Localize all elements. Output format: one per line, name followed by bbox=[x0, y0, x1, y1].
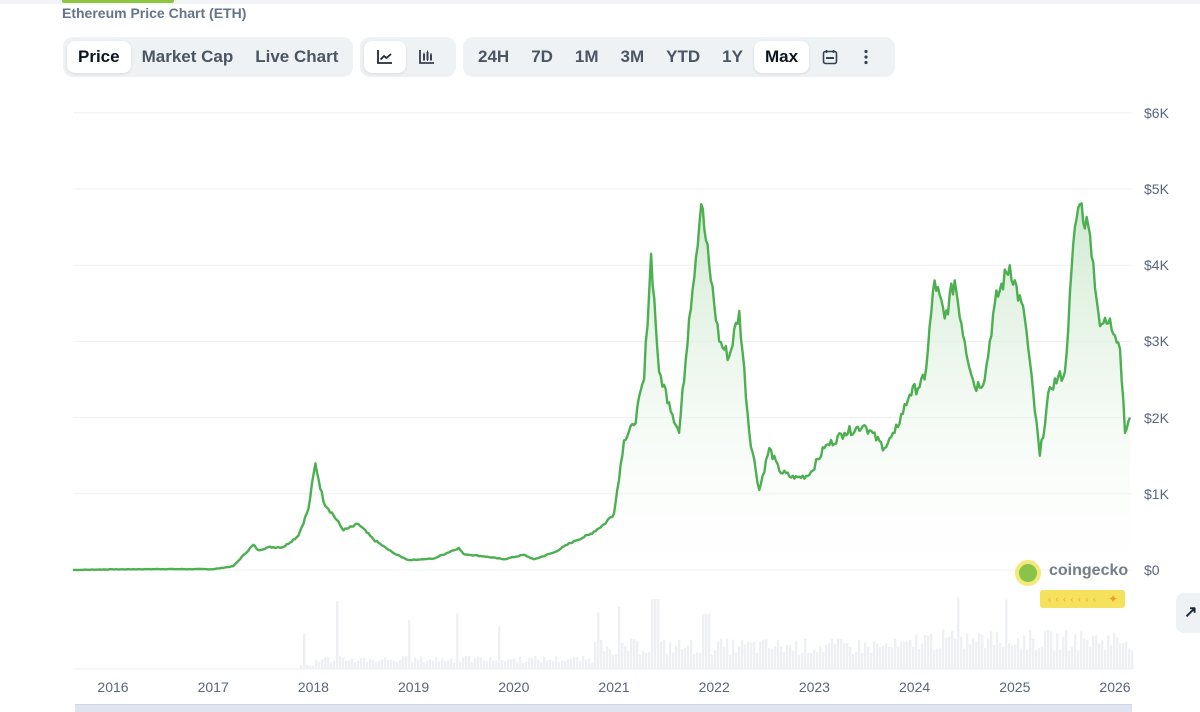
badge-arrows: ‹ ‹ ‹ ‹ ‹ ‹ ‹ bbox=[1048, 594, 1097, 604]
y-tick-label: $2K bbox=[1144, 409, 1169, 426]
x-tick-label: 2021 bbox=[598, 679, 630, 695]
range-3m[interactable]: 3M bbox=[620, 47, 645, 66]
coingecko-watermark: coingecko ‹ ‹ ‹ ‹ ‹ ‹ ‹ ✦ bbox=[1013, 558, 1133, 610]
range-max[interactable]: Max bbox=[753, 41, 810, 73]
chart-title: Ethereum Price Chart (ETH) bbox=[62, 5, 247, 21]
candlestick-chart-button[interactable] bbox=[406, 41, 448, 73]
y-tick-label: $6K bbox=[1144, 104, 1169, 121]
price-line bbox=[72, 202, 1132, 572]
coingecko-logo-icon bbox=[1015, 560, 1041, 586]
y-tick-label: $4K bbox=[1144, 257, 1169, 274]
calendar-icon bbox=[822, 49, 838, 65]
range-1y[interactable]: 1Y bbox=[722, 47, 743, 66]
volume-bars bbox=[300, 597, 1134, 669]
x-tick-label: 2017 bbox=[197, 679, 229, 695]
range-24h[interactable]: 24H bbox=[478, 47, 510, 66]
y-tick-label: $3K bbox=[1144, 333, 1169, 350]
watermark-brand: coingecko bbox=[1049, 562, 1129, 579]
date-picker-button[interactable] bbox=[809, 41, 851, 73]
tab-market-cap[interactable]: Market Cap bbox=[141, 47, 234, 66]
x-tick-label: 2026 bbox=[1099, 679, 1131, 695]
active-tab-indicator bbox=[62, 0, 174, 3]
range-7d[interactable]: 7D bbox=[531, 47, 553, 66]
line-chart-button[interactable] bbox=[364, 41, 406, 73]
top-strip bbox=[0, 0, 1200, 4]
price-area bbox=[72, 203, 1130, 570]
range-1m[interactable]: 1M bbox=[574, 47, 599, 66]
x-tick-label: 2022 bbox=[698, 679, 730, 695]
sparkle-icon: ✦ bbox=[1107, 592, 1119, 606]
y-tick-label: $0 bbox=[1144, 562, 1160, 578]
range-navigator[interactable] bbox=[75, 704, 1132, 712]
tab-live-chart[interactable]: Live Chart bbox=[255, 47, 339, 66]
expand-button[interactable]: ↗ bbox=[1176, 593, 1200, 633]
tab-price[interactable]: Price bbox=[67, 41, 131, 73]
x-tick-label: 2019 bbox=[398, 679, 430, 695]
more-vertical-icon bbox=[864, 49, 868, 65]
range-ytd[interactable]: YTD bbox=[666, 47, 701, 66]
x-tick-label: 2020 bbox=[498, 679, 530, 695]
y-tick-label: $1K bbox=[1144, 485, 1169, 502]
more-options-button[interactable] bbox=[851, 41, 881, 73]
x-tick-label: 2024 bbox=[899, 679, 931, 695]
y-tick-label: $5K bbox=[1144, 181, 1169, 197]
view-tab-group: Price Market Cap Live Chart bbox=[63, 37, 353, 77]
x-tick-label: 2016 bbox=[97, 679, 129, 695]
x-tick-label: 2018 bbox=[297, 679, 329, 695]
watermark-badge: ‹ ‹ ‹ ‹ ‹ ‹ ‹ ✦ bbox=[1040, 590, 1125, 608]
expand-icon: ↗ bbox=[1184, 604, 1198, 621]
x-tick-label: 2025 bbox=[999, 679, 1031, 695]
candlestick-chart-icon bbox=[418, 49, 436, 65]
chart-type-group bbox=[360, 37, 456, 77]
time-range-group: 24H 7D 1M 3M YTD 1Y Max bbox=[463, 37, 895, 77]
x-tick-label: 2023 bbox=[798, 679, 830, 695]
line-chart-icon bbox=[376, 49, 394, 65]
